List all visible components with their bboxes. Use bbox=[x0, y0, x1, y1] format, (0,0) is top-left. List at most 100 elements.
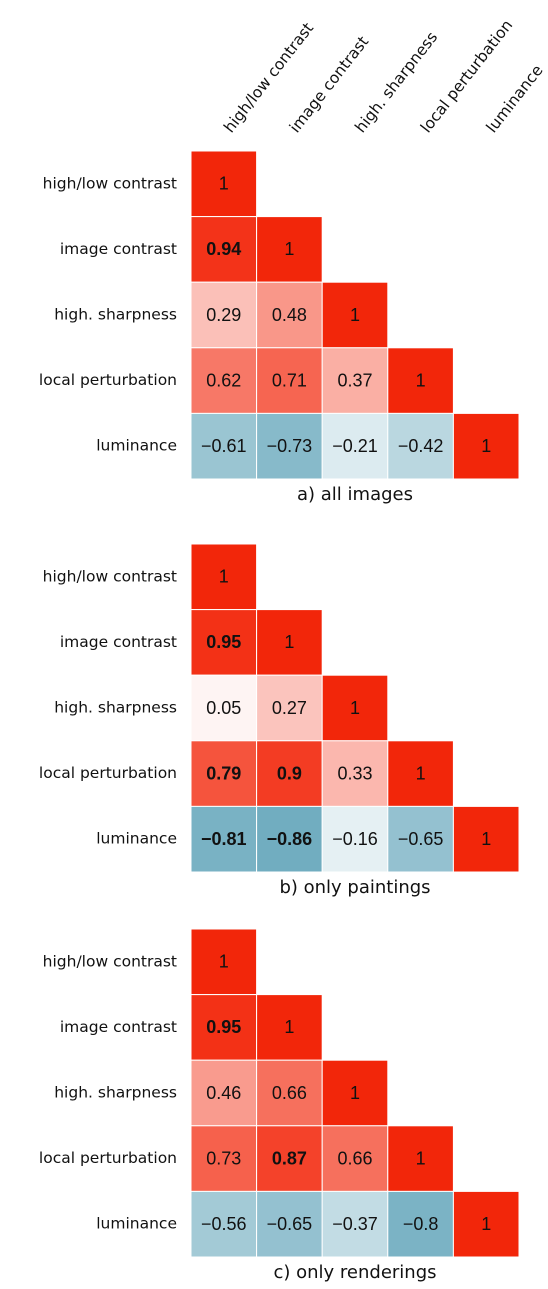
cell-label: −0.73 bbox=[267, 436, 313, 456]
cell-label: 1 bbox=[481, 1214, 491, 1234]
cell-label: 0.71 bbox=[272, 370, 307, 390]
cell bbox=[190, 281, 258, 349]
cell-label: 0.46 bbox=[206, 1083, 241, 1103]
cell bbox=[321, 412, 389, 480]
cell-label: 1 bbox=[481, 436, 491, 456]
cell bbox=[321, 1059, 389, 1127]
cell-label: 0.29 bbox=[206, 305, 241, 325]
y-tick-label: high/low contrast bbox=[43, 567, 177, 585]
cell-label: 0.05 bbox=[206, 698, 241, 718]
heatmap: high/low contrast image contrast high. sha… bbox=[39, 928, 520, 1283]
cell-label: −0.56 bbox=[201, 1214, 247, 1234]
y-tick-label: image contrast bbox=[60, 1018, 177, 1036]
y-tick-label: local perturbation bbox=[39, 1149, 177, 1167]
cell bbox=[452, 805, 520, 873]
cell bbox=[256, 1125, 323, 1192]
cell bbox=[387, 1125, 454, 1192]
cell-label: −0.16 bbox=[332, 829, 378, 849]
cell-label: 0.66 bbox=[272, 1083, 307, 1103]
cell-label: 1 bbox=[350, 305, 360, 325]
cell bbox=[452, 1190, 520, 1258]
cell-label: 1 bbox=[481, 829, 491, 849]
cell-label: 0.37 bbox=[337, 370, 372, 390]
cell bbox=[190, 543, 258, 611]
cell-label: 0.66 bbox=[337, 1148, 372, 1168]
y-tick-label: high. sharpness bbox=[54, 306, 177, 324]
cell bbox=[387, 1190, 454, 1258]
cell bbox=[256, 1059, 323, 1127]
y-tick-label: luminance bbox=[96, 830, 177, 848]
heatmap: high/low contrast image contrast high. sha… bbox=[39, 16, 547, 505]
cell-label: 1 bbox=[416, 1148, 426, 1168]
cell-label: 0.95 bbox=[206, 632, 241, 652]
cell bbox=[190, 1190, 258, 1258]
cell bbox=[190, 805, 258, 873]
cell bbox=[387, 805, 454, 873]
cell-label: −0.21 bbox=[332, 436, 378, 456]
cell bbox=[387, 740, 454, 807]
cell bbox=[190, 740, 258, 807]
cell bbox=[256, 1190, 323, 1258]
cell-label: 1 bbox=[416, 763, 426, 783]
cell bbox=[190, 994, 258, 1061]
cell bbox=[256, 994, 323, 1061]
cell-label: 0.33 bbox=[337, 763, 372, 783]
cell bbox=[190, 609, 258, 676]
y-tick-label: high. sharpness bbox=[54, 699, 177, 717]
caption: b) only paintings bbox=[279, 877, 430, 898]
cell-label: 1 bbox=[219, 952, 229, 972]
cell-label: −0.65 bbox=[267, 1214, 313, 1234]
caption: c) only renderings bbox=[273, 1262, 436, 1283]
cell-label: 1 bbox=[284, 632, 294, 652]
y-tick-label: local perturbation bbox=[39, 764, 177, 782]
y-tick-label: local perturbation bbox=[39, 371, 177, 389]
cell bbox=[256, 674, 323, 742]
cell-label: 0.94 bbox=[206, 239, 241, 259]
cell-label: 1 bbox=[416, 370, 426, 390]
cell-label: 0.9 bbox=[277, 763, 302, 783]
cell bbox=[190, 347, 258, 414]
cell-label: 0.73 bbox=[206, 1148, 241, 1168]
cell bbox=[256, 609, 323, 676]
cell-label: 1 bbox=[219, 567, 229, 587]
cell bbox=[190, 412, 258, 480]
cell-label: −0.86 bbox=[267, 829, 313, 849]
cell bbox=[190, 150, 258, 218]
cell-label: 0.95 bbox=[206, 1017, 241, 1037]
y-tick-label: luminance bbox=[96, 1215, 177, 1233]
cell-label: −0.42 bbox=[398, 436, 444, 456]
caption: a) all images bbox=[297, 484, 413, 505]
cell-label: −0.81 bbox=[201, 829, 247, 849]
cell-label: 0.48 bbox=[272, 305, 307, 325]
y-tick-label: high. sharpness bbox=[54, 1084, 177, 1102]
cell-label: 0.27 bbox=[272, 698, 307, 718]
cell-label: 1 bbox=[284, 1017, 294, 1037]
cell-label: 0.79 bbox=[206, 763, 241, 783]
cell bbox=[321, 740, 389, 807]
cell bbox=[256, 805, 323, 873]
cell-label: 1 bbox=[284, 239, 294, 259]
y-tick-label: high/low contrast bbox=[43, 952, 177, 970]
y-tick-label: high/low contrast bbox=[43, 174, 177, 192]
cell bbox=[452, 412, 520, 480]
y-tick-label: image contrast bbox=[60, 633, 177, 651]
cell-label: −0.61 bbox=[201, 436, 247, 456]
cell-label: −0.37 bbox=[332, 1214, 378, 1234]
cell bbox=[387, 412, 454, 480]
cell bbox=[256, 216, 323, 283]
heatmap: high/low contrast image contrast high. sha… bbox=[39, 543, 520, 898]
cell-label: 1 bbox=[350, 1083, 360, 1103]
cell bbox=[190, 1125, 258, 1192]
cell-label: 0.62 bbox=[206, 370, 241, 390]
y-tick-label: luminance bbox=[96, 437, 177, 455]
cell-label: 0.87 bbox=[272, 1148, 307, 1168]
cell bbox=[387, 347, 454, 414]
cell-label: −0.8 bbox=[403, 1214, 439, 1234]
cell-label: −0.65 bbox=[398, 829, 444, 849]
cell bbox=[321, 347, 389, 414]
y-tick-label: image contrast bbox=[60, 240, 177, 258]
cell-label: 1 bbox=[350, 698, 360, 718]
cell bbox=[190, 216, 258, 283]
x-tick-label: luminance bbox=[483, 62, 547, 137]
